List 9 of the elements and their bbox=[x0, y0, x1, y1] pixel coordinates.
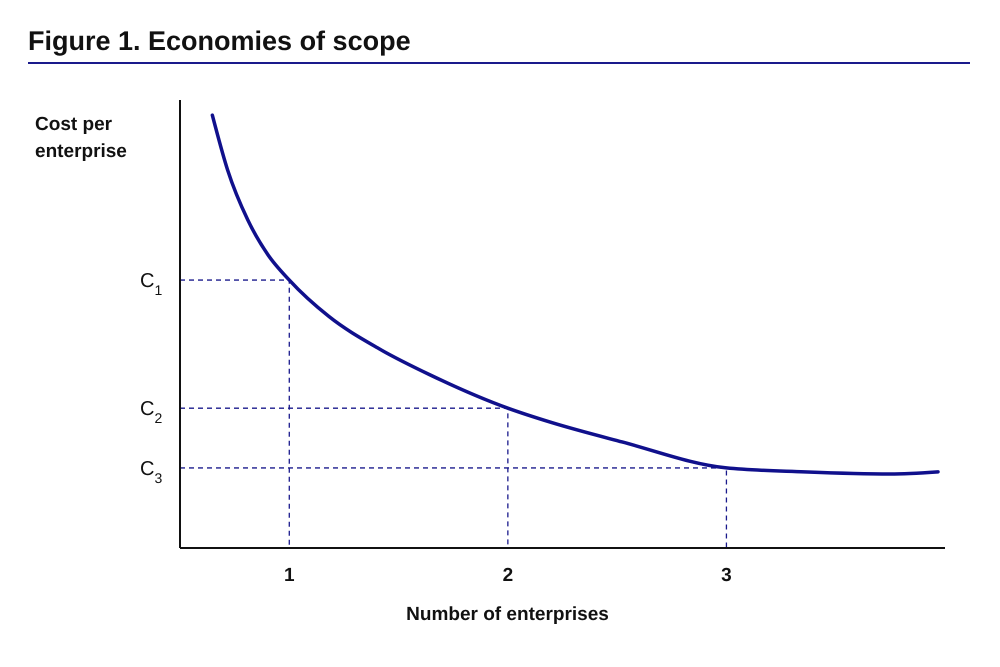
x-tick-label: 2 bbox=[502, 565, 514, 586]
chart-title: Figure 1. Economies of scope bbox=[28, 26, 411, 56]
x-tick-label: 1 bbox=[284, 565, 295, 586]
ref-line-label: C$_{3}$ bbox=[140, 458, 162, 486]
y-axis-title: Cost per enterprise bbox=[35, 114, 127, 162]
ref-line-label: C$_{2}$ bbox=[140, 398, 162, 426]
x-tick-label: 3 bbox=[721, 565, 732, 586]
ref-line-label: C$_{1}$ bbox=[140, 270, 162, 298]
x-axis-title: Number of enterprises bbox=[406, 604, 609, 625]
